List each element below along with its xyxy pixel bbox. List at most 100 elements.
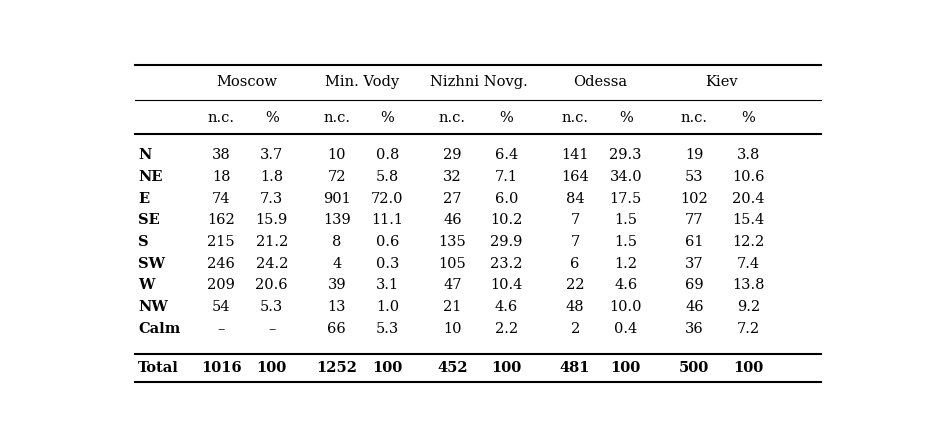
Text: 481: 481 bbox=[560, 361, 590, 375]
Text: 10.2: 10.2 bbox=[490, 214, 523, 227]
Text: 9.2: 9.2 bbox=[737, 300, 761, 314]
Text: 15.4: 15.4 bbox=[733, 214, 764, 227]
Text: 61: 61 bbox=[685, 235, 704, 249]
Text: 6: 6 bbox=[570, 257, 580, 271]
Text: 1252: 1252 bbox=[316, 361, 357, 375]
Text: %: % bbox=[265, 111, 279, 125]
Text: 36: 36 bbox=[685, 322, 704, 336]
Text: 39: 39 bbox=[327, 279, 346, 292]
Text: N: N bbox=[138, 148, 152, 163]
Text: SE: SE bbox=[138, 214, 160, 227]
Text: 7: 7 bbox=[570, 235, 580, 249]
Text: Odessa: Odessa bbox=[573, 75, 627, 89]
Text: 215: 215 bbox=[208, 235, 235, 249]
Text: 38: 38 bbox=[212, 148, 230, 163]
Text: 3.8: 3.8 bbox=[737, 148, 761, 163]
Text: 4.6: 4.6 bbox=[495, 300, 518, 314]
Text: 901: 901 bbox=[322, 192, 350, 206]
Text: n.c.: n.c. bbox=[681, 111, 707, 125]
Text: 7.2: 7.2 bbox=[737, 322, 761, 336]
Text: 66: 66 bbox=[327, 322, 346, 336]
Text: 100: 100 bbox=[256, 361, 287, 375]
Text: 32: 32 bbox=[443, 170, 461, 184]
Text: 77: 77 bbox=[685, 214, 704, 227]
Text: 13: 13 bbox=[327, 300, 346, 314]
Text: 46: 46 bbox=[685, 300, 704, 314]
Text: Nizhni Novg.: Nizhni Novg. bbox=[431, 75, 528, 89]
Text: Min. Vody: Min. Vody bbox=[325, 75, 399, 89]
Text: 209: 209 bbox=[207, 279, 235, 292]
Text: –: – bbox=[217, 322, 225, 336]
Text: n.c.: n.c. bbox=[208, 111, 235, 125]
Text: 4.6: 4.6 bbox=[614, 279, 637, 292]
Text: 8: 8 bbox=[332, 235, 341, 249]
Text: S: S bbox=[138, 235, 149, 249]
Text: 100: 100 bbox=[372, 361, 403, 375]
Text: 72: 72 bbox=[327, 170, 346, 184]
Text: 72.0: 72.0 bbox=[371, 192, 404, 206]
Text: 47: 47 bbox=[443, 279, 461, 292]
Text: n.c.: n.c. bbox=[439, 111, 466, 125]
Text: 29.3: 29.3 bbox=[610, 148, 642, 163]
Text: 27: 27 bbox=[443, 192, 461, 206]
Text: 13.8: 13.8 bbox=[733, 279, 765, 292]
Text: 69: 69 bbox=[685, 279, 704, 292]
Text: 1.0: 1.0 bbox=[376, 300, 399, 314]
Text: 1.5: 1.5 bbox=[614, 214, 637, 227]
Text: 3.7: 3.7 bbox=[260, 148, 283, 163]
Text: 135: 135 bbox=[438, 235, 466, 249]
Text: 4: 4 bbox=[332, 257, 341, 271]
Text: 24.2: 24.2 bbox=[255, 257, 288, 271]
Text: 19: 19 bbox=[685, 148, 704, 163]
Text: 7: 7 bbox=[570, 214, 580, 227]
Text: 452: 452 bbox=[437, 361, 468, 375]
Text: 20.4: 20.4 bbox=[733, 192, 765, 206]
Text: 54: 54 bbox=[212, 300, 230, 314]
Text: 23.2: 23.2 bbox=[490, 257, 523, 271]
Text: Total: Total bbox=[138, 361, 179, 375]
Text: Calm: Calm bbox=[138, 322, 181, 336]
Text: 34.0: 34.0 bbox=[610, 170, 642, 184]
Text: 10: 10 bbox=[327, 148, 346, 163]
Text: 0.6: 0.6 bbox=[376, 235, 399, 249]
Text: 5.3: 5.3 bbox=[376, 322, 399, 336]
Text: 500: 500 bbox=[679, 361, 709, 375]
Text: 141: 141 bbox=[561, 148, 589, 163]
Text: 29.9: 29.9 bbox=[490, 235, 523, 249]
Text: 2: 2 bbox=[570, 322, 580, 336]
Text: 162: 162 bbox=[207, 214, 235, 227]
Text: 7.1: 7.1 bbox=[495, 170, 518, 184]
Text: %: % bbox=[742, 111, 756, 125]
Text: 5.8: 5.8 bbox=[376, 170, 399, 184]
Text: %: % bbox=[500, 111, 514, 125]
Text: 10.6: 10.6 bbox=[733, 170, 765, 184]
Text: 74: 74 bbox=[212, 192, 230, 206]
Text: 12.2: 12.2 bbox=[733, 235, 764, 249]
Text: 11.1: 11.1 bbox=[371, 214, 404, 227]
Text: 100: 100 bbox=[733, 361, 763, 375]
Text: 21: 21 bbox=[444, 300, 461, 314]
Text: 164: 164 bbox=[561, 170, 589, 184]
Text: 0.3: 0.3 bbox=[376, 257, 399, 271]
Text: 18: 18 bbox=[212, 170, 230, 184]
Text: 105: 105 bbox=[438, 257, 466, 271]
Text: 3.1: 3.1 bbox=[376, 279, 399, 292]
Text: 5.3: 5.3 bbox=[260, 300, 283, 314]
Text: 17.5: 17.5 bbox=[610, 192, 642, 206]
Text: 2.2: 2.2 bbox=[495, 322, 518, 336]
Text: 7.3: 7.3 bbox=[260, 192, 283, 206]
Text: 100: 100 bbox=[491, 361, 522, 375]
Text: Moscow: Moscow bbox=[216, 75, 277, 89]
Text: 1.5: 1.5 bbox=[614, 235, 637, 249]
Text: 29: 29 bbox=[443, 148, 461, 163]
Text: 10: 10 bbox=[443, 322, 461, 336]
Text: 48: 48 bbox=[566, 300, 584, 314]
Text: E: E bbox=[138, 192, 149, 206]
Text: 102: 102 bbox=[680, 192, 708, 206]
Text: NE: NE bbox=[138, 170, 163, 184]
Text: W: W bbox=[138, 279, 155, 292]
Text: 20.6: 20.6 bbox=[255, 279, 288, 292]
Text: 37: 37 bbox=[685, 257, 704, 271]
Text: 1016: 1016 bbox=[201, 361, 241, 375]
Text: NW: NW bbox=[138, 300, 168, 314]
